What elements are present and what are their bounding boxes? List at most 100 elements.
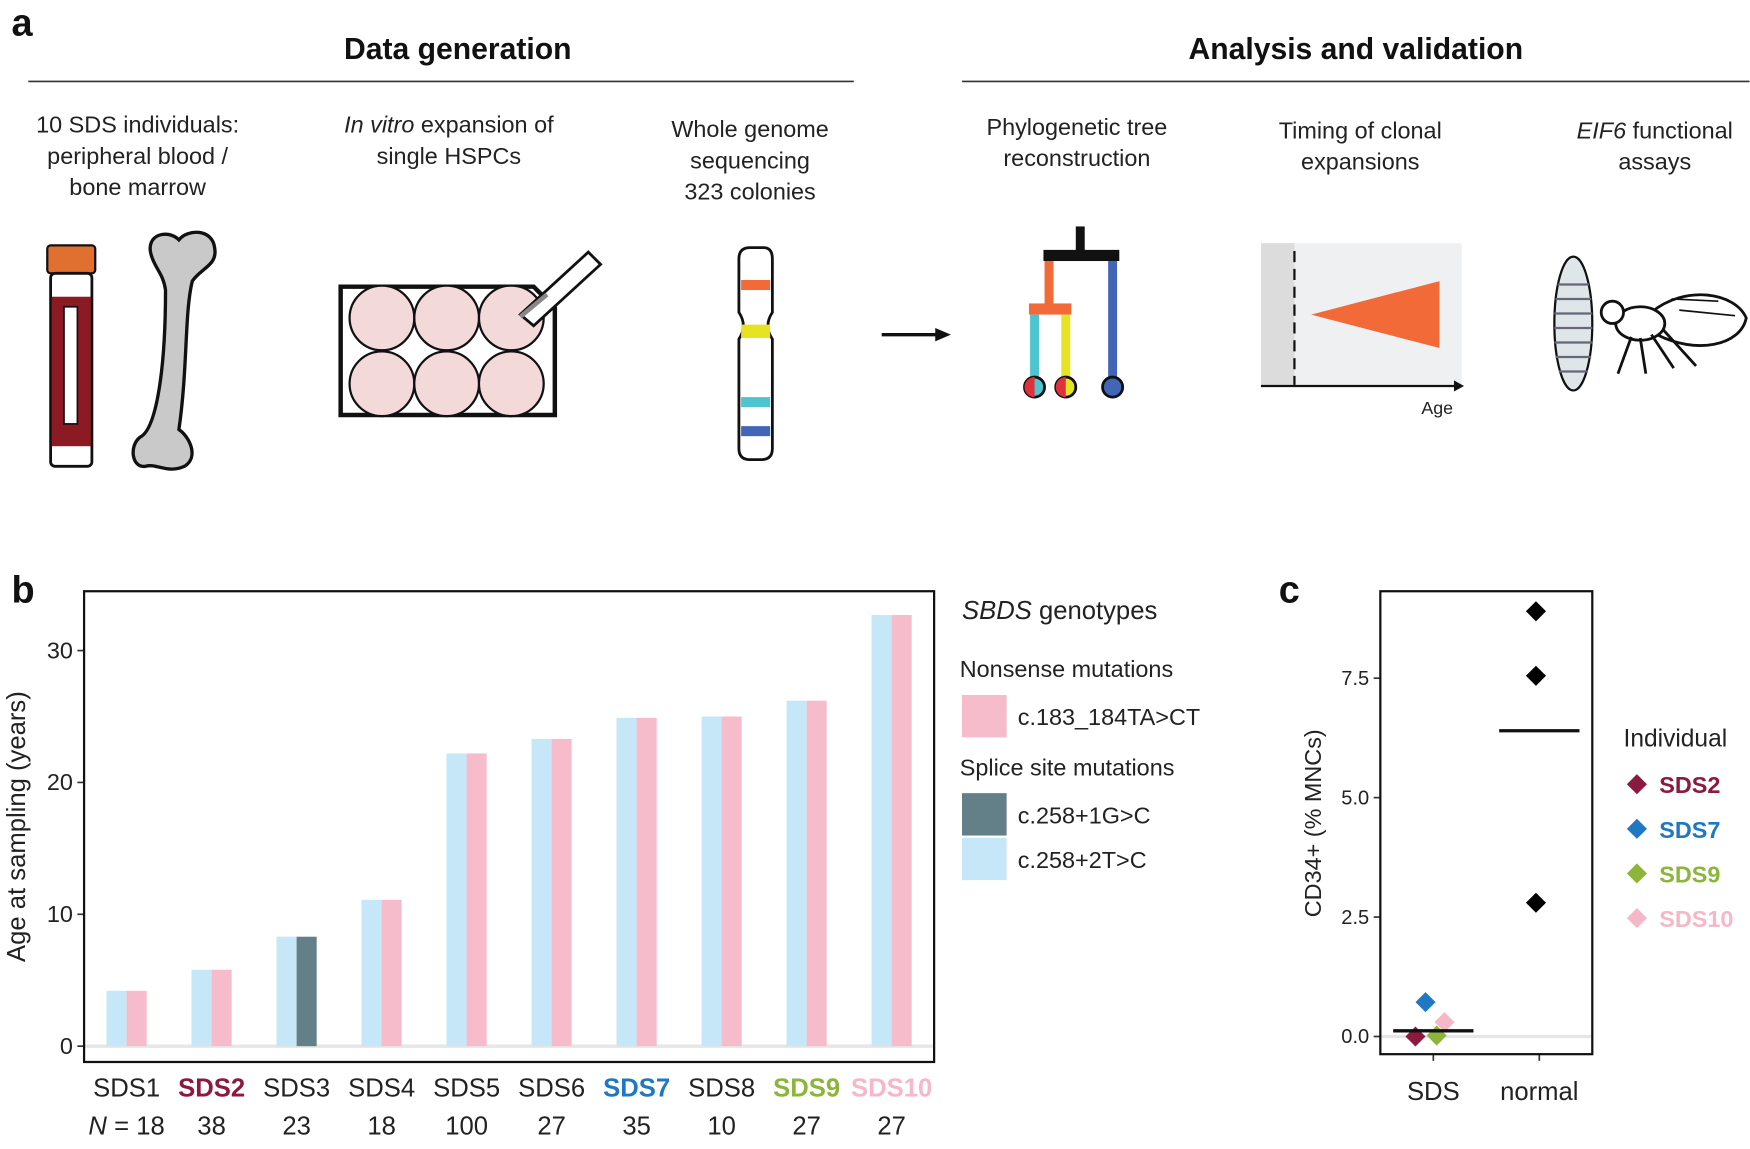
- x-tick-label: SDS7: [603, 1075, 670, 1103]
- text-part: EIF6: [1577, 117, 1627, 143]
- text-part: 27: [792, 1112, 821, 1140]
- bar: [296, 936, 317, 1047]
- text-part: 27: [537, 1112, 566, 1140]
- caption: peripheral blood /: [47, 143, 228, 169]
- text-part: 18: [367, 1112, 396, 1140]
- bar: [636, 717, 657, 1047]
- text-part: sequencing: [690, 147, 810, 173]
- caption: EIF6 functional: [1577, 117, 1733, 143]
- caption: In vitro expansion of: [344, 112, 554, 138]
- text-part: functional: [1633, 117, 1733, 143]
- text-part: 10 SDS individuals:: [36, 112, 239, 138]
- text-part: 38: [197, 1112, 226, 1140]
- caption: reconstruction: [1003, 145, 1150, 171]
- text-part: SBDS: [962, 597, 1032, 625]
- bar: [616, 717, 637, 1047]
- bar: [551, 738, 572, 1047]
- y-tick-label: 30: [47, 637, 73, 663]
- sample-count: 35: [622, 1112, 651, 1140]
- text-part: Phylogenetic tree: [986, 114, 1167, 140]
- caption: sequencing: [690, 147, 810, 173]
- plot-frame: [82, 590, 936, 1064]
- sample-count: 38: [197, 1112, 226, 1140]
- y-tick-label: 5.0: [1341, 787, 1369, 809]
- x-tick-label: SDS10: [851, 1075, 932, 1103]
- x-tick-label: SDS3: [263, 1075, 330, 1103]
- x-tick-label: SDS5: [433, 1075, 500, 1103]
- text-part: N: [88, 1112, 107, 1140]
- bar: [721, 716, 742, 1047]
- bar: [701, 716, 722, 1047]
- y-tick-label: 0: [60, 1033, 73, 1059]
- y-tick-label: 0.0: [1341, 1026, 1369, 1048]
- bar: [211, 969, 232, 1047]
- sample-count: 23: [282, 1112, 311, 1140]
- point: [1626, 818, 1647, 839]
- text-part: Timing of clonal: [1279, 117, 1442, 143]
- point: [1415, 992, 1436, 1013]
- panel-letter: a: [12, 3, 34, 45]
- sample-count: 27: [877, 1112, 906, 1140]
- legend-label: c.183_184TA>CT: [1018, 704, 1200, 730]
- illustrations: [28, 80, 1750, 471]
- bar: [891, 614, 912, 1047]
- text-part: peripheral blood /: [47, 143, 228, 169]
- legend-label: c.258+2T>C: [1018, 847, 1147, 873]
- sample-count: 18: [367, 1112, 396, 1140]
- text-part: Whole genome: [671, 116, 828, 142]
- text-part: expansion of: [421, 112, 554, 138]
- bar: [466, 753, 487, 1047]
- caption: Whole genome: [671, 116, 828, 142]
- x-tick-label: normal: [1500, 1078, 1578, 1106]
- caption: assays: [1618, 149, 1691, 175]
- y-tick-label: 10: [47, 901, 73, 927]
- bar: [126, 990, 147, 1047]
- x-tick-label: SDS4: [348, 1075, 415, 1103]
- bar: [191, 969, 212, 1047]
- point: [1525, 665, 1546, 686]
- bar: [806, 700, 827, 1047]
- text-part: assays: [1618, 149, 1691, 175]
- y-axis-label: CD34+ (% MNCs): [1300, 729, 1326, 917]
- axis-label: Age: [1421, 398, 1453, 418]
- text-part: 23: [282, 1112, 311, 1140]
- legend-label: c.258+1G>C: [1018, 802, 1151, 828]
- sample-count: 100: [445, 1112, 488, 1140]
- text-part: reconstruction: [1003, 145, 1150, 171]
- y-tick-label: 7.5: [1341, 668, 1369, 690]
- legend-label: SDS7: [1659, 817, 1720, 843]
- legend-title: Individual: [1624, 725, 1728, 752]
- y-tick-label: 2.5: [1341, 907, 1369, 929]
- x-tick-label: SDS9: [773, 1075, 840, 1103]
- text-part: 27: [877, 1112, 906, 1140]
- section-header: Analysis and validation: [1188, 33, 1523, 66]
- x-tick-label: SDS: [1407, 1078, 1460, 1106]
- bar: [786, 700, 807, 1047]
- x-tick-label: SDS2: [178, 1075, 245, 1103]
- legend-label: SDS9: [1659, 861, 1720, 887]
- bar: [531, 738, 552, 1047]
- text-part: 100: [445, 1112, 488, 1140]
- text-part: expansions: [1301, 149, 1419, 175]
- plot-frame: [1379, 590, 1594, 1056]
- text-part: 10: [707, 1112, 736, 1140]
- point: [1626, 908, 1647, 929]
- panel-letter: c: [1279, 569, 1300, 611]
- bar: [381, 899, 402, 1047]
- caption: 323 colonies: [684, 179, 815, 205]
- x-tick-label: SDS6: [518, 1075, 585, 1103]
- legend-title: SBDS genotypes: [962, 597, 1157, 625]
- text-part: single HSPCs: [377, 143, 521, 169]
- caption: bone marrow: [69, 174, 206, 200]
- sample-count: N = 18: [88, 1112, 164, 1140]
- text-part: 18: [136, 1112, 165, 1140]
- caption: Timing of clonal: [1279, 117, 1442, 143]
- bar: [276, 936, 297, 1047]
- legend-swatch: [962, 837, 1007, 881]
- text-part: bone marrow: [69, 174, 206, 200]
- x-tick-label: SDS8: [688, 1075, 755, 1103]
- section-header: Data generation: [344, 33, 572, 66]
- bar: [106, 990, 127, 1047]
- text-part: genotypes: [1039, 597, 1157, 625]
- x-tick-label: SDS1: [93, 1075, 160, 1103]
